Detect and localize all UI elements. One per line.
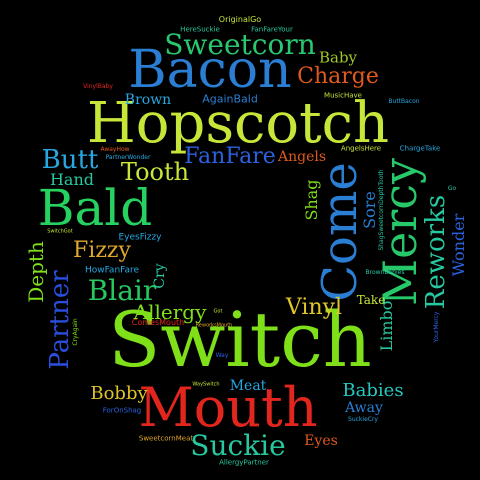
word-hopscotch: Hopscotch <box>86 91 390 156</box>
word-wonder: Wonder <box>449 213 468 277</box>
word-partnerwonder: PartnerWonder <box>105 154 151 161</box>
word-suckiecry: SuckieCry <box>348 416 378 423</box>
word-switchgot: SwitchGot <box>47 228 73 235</box>
word-brownbabies: BrownBabies <box>365 269 405 276</box>
word-way: Way <box>215 352 229 359</box>
word-buttbacon: ButtBacon <box>388 98 420 105</box>
word-go: Go <box>447 185 457 192</box>
word-cryagain: CryAgain <box>72 318 79 346</box>
word-reworksmouth: ReworksMouth <box>195 322 233 329</box>
word-sore: Sore <box>360 191 379 229</box>
word-musichave: MusicHave <box>324 91 362 100</box>
word-switch: Switch <box>108 295 372 384</box>
word-yourmercy: YourMercy <box>433 311 440 343</box>
word-babies: Babies <box>342 380 404 401</box>
word-allergy: Allergy <box>133 300 207 324</box>
word-shagsweetcorndepthtooth: ShagSweetcornDepthTooth <box>378 169 385 251</box>
word-take: Take <box>356 293 386 307</box>
word-brown: Brown <box>124 92 172 108</box>
word-bald: Bald <box>37 179 153 237</box>
word-bobby: Bobby <box>90 383 148 404</box>
word-fanfare: FanFare <box>184 144 276 169</box>
word-meat: Meat <box>229 378 267 394</box>
word-vinylbaby: VinylBaby <box>83 83 113 90</box>
word-shag: Shag <box>302 179 321 221</box>
word-awayhow: AwayHow <box>100 146 130 153</box>
word-got: Got <box>213 308 223 315</box>
word-butt: Butt <box>41 145 99 175</box>
word-eyesfizzy: EyesFizzy <box>118 232 162 243</box>
word-tooth: Tooth <box>120 158 190 186</box>
word-comesmouth: ComesMouth <box>131 318 185 327</box>
word-foronshag: ForOnShag <box>102 406 142 415</box>
word-angels: Angels <box>277 149 327 165</box>
word-angelshere: AngelsHere <box>340 144 382 153</box>
word-mouth: Mouth <box>138 376 318 439</box>
word-limbo: Limbo <box>377 300 396 352</box>
word-againbald: AgainBald <box>202 92 258 106</box>
word-chargetake: ChargeTake <box>399 144 441 153</box>
word-reworks: Reworks <box>421 194 451 310</box>
word-heresuckie: HereSuckie <box>180 25 220 34</box>
word-bacon: Bacon <box>128 40 292 100</box>
word-sweetcornmeat: SweetcornMeat <box>138 434 194 443</box>
word-come: Come <box>312 162 368 302</box>
word-hand: Hand <box>49 170 95 189</box>
word-suckie: Suckie <box>190 429 286 462</box>
word-wayswitch: WaySwitch <box>192 381 220 388</box>
word-away: Away <box>345 400 383 416</box>
word-cry: Cry <box>152 263 168 289</box>
word-howfanfare: HowFanFare <box>84 265 140 276</box>
word-allergypartner: AllergyPartner <box>219 458 269 467</box>
word-vinyl: Vinyl <box>285 295 343 320</box>
word-sweetcorn: Sweetcorn <box>164 28 316 61</box>
word-depth: Depth <box>24 241 48 303</box>
word-fanfareyour: FanFareYour <box>251 25 293 34</box>
word-blair: Blair <box>87 274 157 307</box>
word-baby: Baby <box>318 48 358 67</box>
word-partner: Partner <box>45 270 75 370</box>
word-fizzy: Fizzy <box>73 238 131 263</box>
word-originalgo: OriginalGo <box>218 15 262 24</box>
word-eyes: Eyes <box>304 433 338 449</box>
word-charge: Charge <box>297 64 379 89</box>
